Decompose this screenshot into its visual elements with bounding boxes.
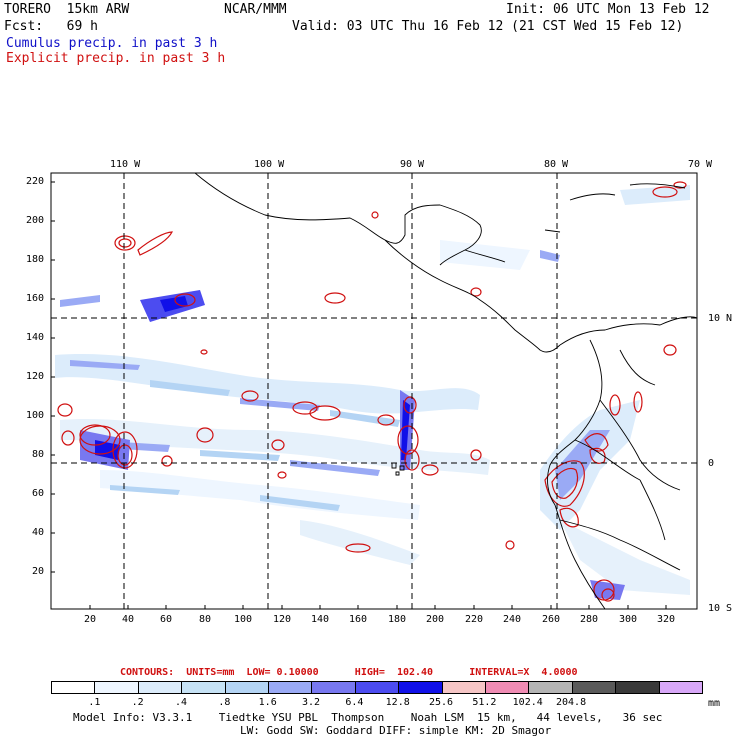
x-tick: 120 — [273, 614, 292, 625]
colorbar-label: 3.2 — [302, 697, 321, 708]
colorbar-segment — [616, 682, 660, 693]
lon-label-100w: 100 W — [254, 159, 285, 170]
colorbar-label: 1.6 — [258, 697, 277, 708]
colorbar-labels: .1 .2 .4 .8 1.6 3.2 6.4 12.8 25.6 51.2 102.4 204.8 — [51, 695, 703, 708]
colorbar-segment — [486, 682, 530, 693]
colorbar-segment — [95, 682, 139, 693]
x-tick: 300 — [619, 614, 638, 625]
y-tick: 80 — [32, 449, 45, 460]
lon-label-110w: 110 W — [110, 159, 141, 170]
colorbar-segment — [52, 682, 96, 693]
x-tick: 100 — [234, 614, 253, 625]
colorbar-label: 12.8 — [385, 697, 410, 708]
colorbar-segment — [225, 682, 270, 693]
y-tick: 120 — [26, 371, 45, 382]
y-tick: 160 — [26, 293, 45, 304]
lat-label-0: 0 — [708, 458, 715, 469]
x-tick: 220 — [465, 614, 484, 625]
colorbar-segment — [182, 682, 226, 693]
lon-label-70w: 70 W — [688, 159, 713, 170]
colorbar-label: .4 — [175, 697, 188, 708]
colorbar-segment — [659, 682, 703, 693]
lon-label-90w: 90 W — [400, 159, 425, 170]
colorbar-segment — [399, 682, 443, 693]
organization: NCAR/MMM — [224, 2, 287, 17]
x-tick: 40 — [122, 614, 135, 625]
x-tick: 180 — [388, 614, 407, 625]
colorbar-label: 25.6 — [429, 697, 454, 708]
explicit-precip-contours — [57, 181, 687, 602]
colorbar-segment — [138, 682, 183, 693]
legend-explicit: Explicit precip. in past 3 h — [6, 51, 226, 66]
lat-label-10n: 10 N — [708, 313, 733, 324]
model-info: Model Info: V3.3.1 Tiedtke YSU PBL Thomp… — [73, 711, 663, 724]
colorbar-segment — [572, 682, 617, 693]
model-physics: LW: Godd SW: Goddard DIFF: simple KM: 2D… — [240, 724, 552, 737]
x-tick: 80 — [199, 614, 212, 625]
x-tick: 260 — [542, 614, 561, 625]
graticule — [51, 173, 697, 609]
colorbar-segment — [442, 682, 487, 693]
colorbar-label: .2 — [131, 697, 144, 708]
y-tick: 60 — [32, 488, 45, 499]
forecast-hour: Fcst: 69 h — [4, 19, 98, 34]
model-title: TORERO 15km ARW — [4, 2, 130, 17]
x-tick: 60 — [160, 614, 173, 625]
y-tick: 100 — [26, 410, 45, 421]
colorbar-label: .8 — [218, 697, 231, 708]
y-tick: 140 — [26, 332, 45, 343]
x-tick: 240 — [503, 614, 522, 625]
y-tick: 220 — [26, 176, 45, 187]
colorbar-label: .1 — [88, 697, 101, 708]
axis-ticks — [51, 181, 667, 609]
colorbar-segment — [355, 682, 400, 693]
contours-info: CONTOURS: UNITS=mm LOW= 0.10000 HIGH= 10… — [120, 667, 578, 678]
coastlines — [194, 172, 698, 610]
colorbar-label: 204.8 — [556, 697, 587, 708]
valid-time: Valid: 03 UTC Thu 16 Feb 12 (21 CST Wed … — [292, 19, 684, 34]
lat-label-10s: 10 S — [708, 603, 733, 614]
colorbar — [51, 681, 703, 694]
colorbar-label: 6.4 — [345, 697, 364, 708]
x-tick: 20 — [84, 614, 97, 625]
colorbar-units: mm — [708, 698, 721, 709]
x-tick: 160 — [349, 614, 368, 625]
x-tick: 280 — [580, 614, 599, 625]
x-tick: 140 — [311, 614, 330, 625]
colorbar-segment — [312, 682, 356, 693]
x-tick: 320 — [657, 614, 676, 625]
x-tick: 200 — [426, 614, 445, 625]
init-time: Init: 06 UTC Mon 13 Feb 12 — [506, 2, 710, 17]
colorbar-label: 51.2 — [472, 697, 497, 708]
y-tick: 200 — [26, 215, 45, 226]
y-tick: 180 — [26, 254, 45, 265]
y-tick: 20 — [32, 566, 45, 577]
lon-label-80w: 80 W — [544, 159, 569, 170]
legend-cumulus: Cumulus precip. in past 3 h — [6, 36, 218, 51]
colorbar-segment — [529, 682, 573, 693]
colorbar-label: 102.4 — [512, 697, 543, 708]
colorbar-segment — [269, 682, 313, 693]
cumulus-precip-areas — [55, 185, 690, 600]
y-tick: 40 — [32, 527, 45, 538]
